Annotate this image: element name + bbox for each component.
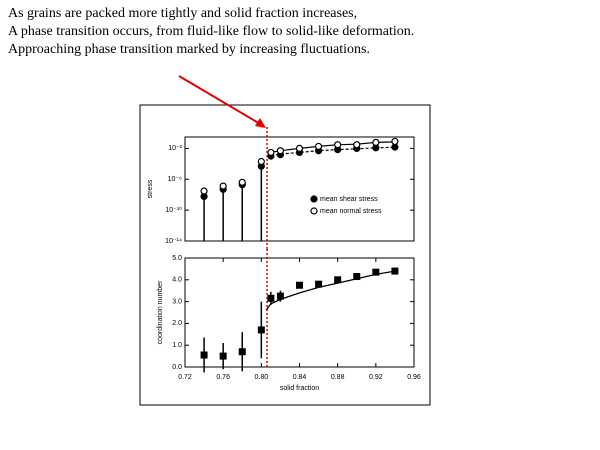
point: [372, 138, 380, 146]
point: [257, 326, 265, 334]
point: [391, 137, 399, 146]
y-axis-label: coordination number: [157, 280, 164, 344]
figure-frame: [139, 104, 431, 406]
point: [295, 144, 304, 152]
point: [238, 348, 246, 356]
x-tick-label: 0.88: [331, 374, 345, 381]
x-tick-label: 0.96: [407, 374, 421, 381]
plot-frame: [184, 136, 415, 242]
y-tick-label: 5.0: [172, 255, 182, 262]
point: [314, 142, 323, 151]
point: [372, 268, 380, 276]
x-axis-label: solid fraction: [280, 385, 319, 392]
y-tick-label: 2.0: [172, 320, 182, 327]
fit-line: [265, 270, 396, 311]
point: [200, 187, 208, 195]
point: [353, 273, 361, 281]
point: [257, 157, 265, 166]
point: [267, 148, 275, 157]
y-tick-label: 10⁻¹⁰: [165, 206, 182, 214]
y-tick-label: 10⁻²: [168, 145, 182, 152]
y-tick-label: 10⁻¹⁴: [165, 238, 182, 245]
point: [238, 178, 246, 186]
point: [353, 141, 361, 149]
legend-marker: [310, 195, 318, 203]
x-tick-label: 0.84: [293, 374, 307, 381]
y-tick-label: 3.0: [172, 298, 182, 305]
slide-text: As grains are packed more tightly and so…: [8, 6, 358, 21]
y-axis-label: stress: [147, 179, 154, 198]
legend-label: mean shear stress: [320, 196, 378, 203]
point: [200, 351, 208, 359]
arrow-head: [255, 118, 266, 128]
slide-text: A phase transition occurs, from fluid-li…: [8, 24, 415, 39]
x-tick-label: 0.72: [178, 374, 192, 381]
y-tick-label: 0.0: [172, 364, 182, 371]
point: [334, 276, 342, 284]
point: [219, 182, 227, 190]
y-tick-label: 1.0: [172, 342, 182, 349]
y-tick-label: 4.0: [172, 277, 182, 284]
y-tick-label: 10⁻⁶: [168, 176, 182, 183]
arrow: [178, 75, 263, 126]
slide-text: Approaching phase transition marked by i…: [8, 42, 370, 57]
point: [315, 280, 323, 288]
legend-marker: [310, 207, 318, 215]
point: [219, 352, 227, 360]
x-tick-label: 0.76: [216, 374, 230, 381]
legend-label: mean normal stress: [320, 208, 382, 215]
point: [296, 281, 303, 289]
point: [276, 147, 285, 155]
point: [334, 141, 342, 149]
point: [267, 294, 275, 302]
x-tick-label: 0.92: [369, 374, 383, 381]
x-tick-label: 0.80: [255, 374, 269, 381]
